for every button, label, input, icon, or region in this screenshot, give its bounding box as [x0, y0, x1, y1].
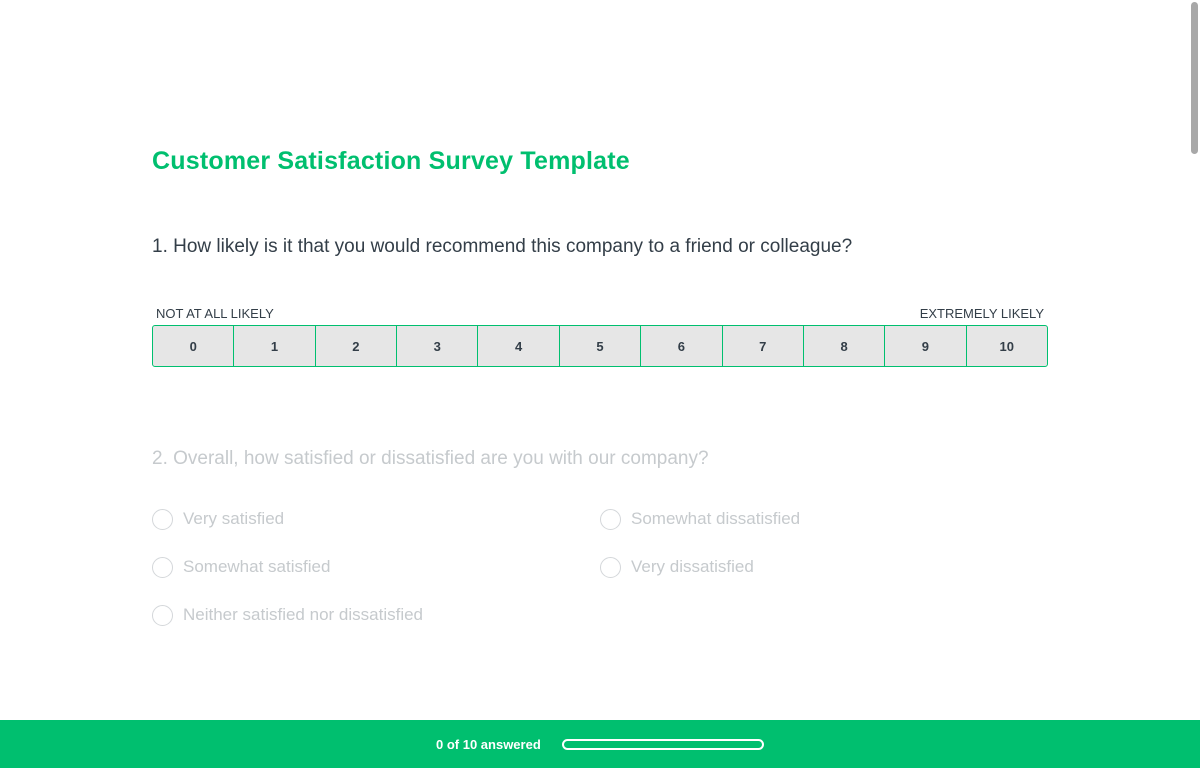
nps-high-label: EXTREMELY LIKELY	[919, 306, 1044, 321]
nps-scale-labels: NOT AT ALL LIKELY EXTREMELY LIKELY	[152, 306, 1048, 322]
scrollbar-thumb[interactable]	[1191, 2, 1198, 154]
question-2-text: 2. Overall, how satisfied or dissatisfie…	[152, 448, 709, 469]
nps-option-9[interactable]: 9	[885, 326, 967, 366]
radio-option-label: Very dissatisfied	[631, 557, 754, 576]
radio-option-somewhat-dissatisfied[interactable]: Somewhat dissatisfied	[600, 507, 800, 531]
question-1-text: 1. How likely is it that you would recom…	[152, 236, 853, 257]
nps-option-8[interactable]: 8	[804, 326, 886, 366]
radio-option-somewhat-satisfied[interactable]: Somewhat satisfied	[152, 555, 330, 579]
nps-option-1[interactable]: 1	[234, 326, 316, 366]
radio-option-label: Very satisfied	[183, 509, 285, 528]
radio-button[interactable]	[600, 556, 621, 578]
vertical-scrollbar[interactable]	[1188, 0, 1200, 720]
survey-title: Customer Satisfaction Survey Template	[152, 147, 630, 175]
nps-option-4[interactable]: 4	[478, 326, 560, 366]
nps-option-7[interactable]: 7	[723, 326, 804, 366]
progress-bar	[562, 739, 764, 750]
radio-button[interactable]	[600, 508, 621, 530]
radio-option-very-dissatisfied[interactable]: Very dissatisfied	[600, 555, 754, 579]
nps-scale: 0 1 2 3 4 5 6 7 8 9 10	[152, 325, 1048, 367]
nps-option-0[interactable]: 0	[153, 326, 235, 366]
nps-option-6[interactable]: 6	[641, 326, 723, 366]
radio-option-label: Neither satisfied nor dissatisfied	[183, 605, 424, 624]
radio-button[interactable]	[152, 508, 173, 530]
nps-option-2[interactable]: 2	[316, 326, 398, 366]
progress-text: 0 of 10 answered	[436, 737, 541, 752]
radio-button[interactable]	[152, 604, 173, 626]
radio-button[interactable]	[152, 556, 173, 578]
radio-option-neither[interactable]: Neither satisfied nor dissatisfied	[152, 603, 423, 627]
radio-option-label: Somewhat satisfied	[183, 557, 331, 576]
nps-option-10[interactable]: 10	[999, 338, 1014, 354]
nps-option-3[interactable]: 3	[397, 326, 479, 366]
nps-option-5[interactable]: 5	[560, 326, 642, 366]
progress-footer: 0 of 10 answered	[0, 720, 1200, 768]
radio-option-label: Somewhat dissatisfied	[631, 509, 801, 528]
radio-option-very-satisfied[interactable]: Very satisfied	[152, 507, 284, 531]
nps-low-label: NOT AT ALL LIKELY	[156, 306, 274, 321]
